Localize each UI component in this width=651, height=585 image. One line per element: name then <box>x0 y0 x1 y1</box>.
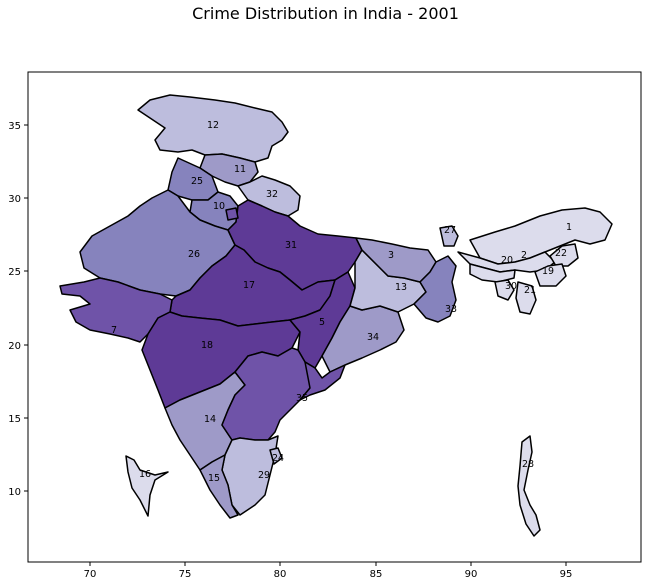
region-21[interactable] <box>515 281 537 315</box>
y-tick-label: 10 <box>8 487 21 498</box>
region-30[interactable] <box>494 279 515 301</box>
y-axis: 35 30 25 20 15 10 <box>8 121 28 498</box>
region-1[interactable] <box>221 347 323 441</box>
x-tick-label: 80 <box>274 569 287 580</box>
region-delhi[interactable] <box>225 207 239 221</box>
region-27[interactable] <box>439 225 459 247</box>
region-label: 16 <box>139 469 151 480</box>
map-title: Crime Distribution in India - 2001 <box>192 4 459 23</box>
region-19[interactable] <box>534 263 567 287</box>
region-label: 29 <box>258 470 270 481</box>
region-28[interactable] <box>517 435 541 537</box>
region-label: 25 <box>191 176 203 187</box>
region-label: 12 <box>207 120 219 131</box>
region-label: 1 <box>566 222 572 233</box>
region-label: 14 <box>204 414 216 425</box>
region-label: 28 <box>522 459 534 470</box>
region-label: 18 <box>201 340 213 351</box>
x-tick-label: 75 <box>179 569 192 580</box>
region-label: 33 <box>445 304 457 315</box>
region-24[interactable] <box>269 447 283 465</box>
y-tick-label: 15 <box>8 414 21 425</box>
x-tick-label: 90 <box>465 569 478 580</box>
region-label: 20 <box>501 255 513 266</box>
region-15[interactable] <box>199 454 239 519</box>
region-label: 22 <box>555 248 567 259</box>
region-label: 34 <box>367 332 379 343</box>
y-tick-label: 25 <box>8 267 21 278</box>
region-20[interactable] <box>469 263 516 283</box>
y-tick-label: 35 <box>8 121 21 132</box>
x-axis: 70 75 80 85 90 95 <box>84 562 573 580</box>
x-tick-label: 95 <box>560 569 573 580</box>
y-tick-label: 30 <box>8 194 21 205</box>
region-label: 32 <box>266 189 278 200</box>
region-label: 7 <box>111 325 117 336</box>
region-7[interactable] <box>59 277 173 343</box>
region-label: 35 <box>296 393 308 404</box>
region-labels: 12 11 25 32 10 26 31 17 7 18 5 34 13 3 3… <box>111 120 572 484</box>
x-tick-label: 70 <box>84 569 97 580</box>
x-tick-label: 85 <box>370 569 383 580</box>
region-label: 31 <box>285 240 297 251</box>
region-label: 2 <box>521 250 527 261</box>
region-label: 27 <box>444 225 456 236</box>
regions <box>59 94 613 537</box>
region-label: 11 <box>234 164 246 175</box>
region-label: 5 <box>319 317 325 328</box>
region-33[interactable] <box>413 255 457 323</box>
region-label: 3 <box>388 250 394 261</box>
region-label: 10 <box>213 201 225 212</box>
region-label: 15 <box>208 473 220 484</box>
region-label: 30 <box>505 281 517 292</box>
region-label: 19 <box>542 266 554 277</box>
region-34[interactable] <box>321 305 405 373</box>
region-label: 21 <box>524 285 536 296</box>
y-tick-label: 20 <box>8 341 21 352</box>
region-12[interactable] <box>137 94 289 163</box>
region-label: 24 <box>272 453 284 464</box>
region-label: 17 <box>243 280 255 291</box>
region-35[interactable] <box>299 361 346 401</box>
region-label: 26 <box>188 249 200 260</box>
region-label: 13 <box>395 282 407 293</box>
region-16[interactable] <box>125 455 169 517</box>
